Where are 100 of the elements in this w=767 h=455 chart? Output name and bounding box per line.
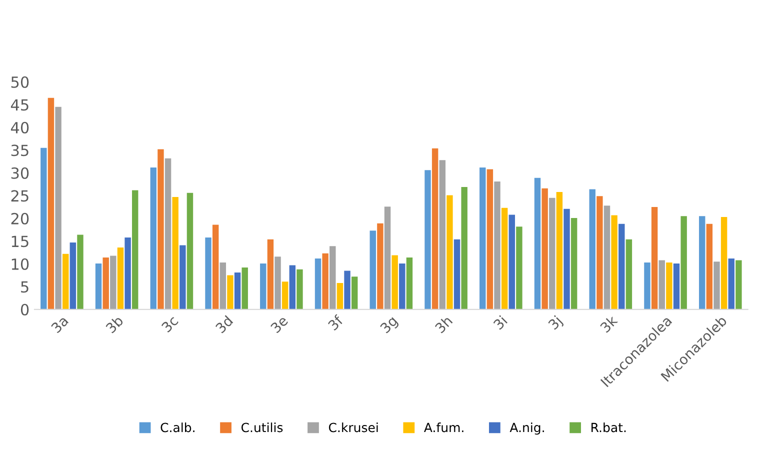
bar [267, 239, 274, 310]
bar [480, 167, 486, 310]
bar [117, 248, 124, 310]
legend-label: A.nig. [510, 422, 544, 435]
bar [274, 256, 281, 310]
bar [446, 195, 453, 310]
y-tick-label: 0 [20, 304, 29, 316]
bar [370, 230, 376, 310]
bar [461, 187, 468, 310]
bar [124, 238, 131, 310]
bar [132, 190, 138, 310]
bar [736, 260, 742, 310]
bar [406, 258, 413, 310]
x-tick-label: 3d [214, 315, 234, 334]
bar [186, 192, 194, 310]
y-tick-label: 5 [21, 281, 28, 293]
bar [180, 245, 186, 310]
x-tick-label: 3i [492, 315, 508, 330]
bar [205, 238, 212, 310]
bar [95, 263, 102, 310]
bar [720, 217, 728, 310]
bar [698, 216, 706, 310]
x-tick-label: 3c [160, 315, 179, 333]
bar [158, 149, 164, 310]
bar [432, 148, 438, 310]
bar [322, 253, 328, 310]
bar [62, 254, 69, 310]
y-tick-label: 25 [11, 190, 28, 202]
bar [534, 178, 541, 310]
bar [392, 255, 398, 310]
legend-label: A.fum. [424, 422, 464, 432]
bar [172, 197, 178, 310]
bar [48, 98, 54, 310]
bar [227, 275, 234, 310]
y-tick-label: 20 [11, 212, 29, 224]
legend-label: C.alb. [160, 422, 194, 432]
bar [424, 170, 431, 310]
bar [564, 208, 570, 310]
bar [644, 262, 650, 310]
bar [344, 270, 350, 310]
bar [212, 224, 219, 310]
bar [40, 148, 47, 310]
bar [556, 192, 563, 310]
bar [77, 234, 84, 310]
bar [516, 226, 522, 310]
bar [330, 246, 336, 310]
bar [589, 189, 596, 310]
x-tick-label: 3j [548, 315, 564, 332]
bar [377, 223, 384, 310]
bar [596, 196, 603, 310]
bar [242, 268, 248, 310]
bar [282, 282, 288, 310]
bar [666, 262, 672, 310]
bar [728, 258, 734, 310]
bar [673, 263, 680, 310]
bar [494, 182, 500, 310]
legend-label: C.utilis [241, 422, 283, 432]
bar [714, 262, 720, 310]
y-tick-label: 50 [11, 76, 29, 88]
bar [486, 169, 494, 310]
x-tick-label: 3a [50, 315, 69, 334]
bar [289, 265, 296, 310]
bar [501, 208, 508, 310]
bar [618, 224, 625, 310]
y-tick-label: 45 [10, 99, 28, 111]
bar [296, 269, 303, 310]
y-tick-label: 30 [11, 167, 29, 179]
x-tick-label: 3f [327, 314, 344, 331]
bar [399, 263, 406, 310]
bar [508, 214, 515, 310]
bar [102, 258, 109, 310]
x-tick-label: 3b [105, 314, 124, 334]
bar [454, 239, 460, 310]
legend-label: R.bat. [592, 422, 626, 432]
bar [110, 256, 116, 310]
bar [439, 160, 446, 310]
x-tick-label: 3h [434, 315, 453, 334]
bar [314, 258, 322, 310]
bar [164, 158, 172, 310]
bar [70, 242, 76, 310]
bar [351, 276, 358, 310]
bar [260, 263, 266, 310]
y-tick-label: 15 [12, 236, 28, 248]
y-tick-label: 40 [10, 122, 29, 134]
bar [150, 167, 157, 310]
y-tick-label: 10 [12, 258, 29, 270]
bar [604, 206, 610, 310]
bar [220, 262, 226, 310]
bar [542, 188, 548, 310]
bar [626, 239, 632, 310]
bar [658, 260, 665, 310]
y-tick-label: 35 [11, 144, 28, 156]
x-tick-label: 3g [380, 315, 400, 336]
bar [234, 272, 241, 310]
bar [384, 206, 391, 310]
bar [570, 218, 578, 310]
bar [549, 198, 556, 310]
x-tick-label: 3e [270, 314, 289, 334]
bar [611, 215, 618, 310]
bar [680, 216, 687, 310]
